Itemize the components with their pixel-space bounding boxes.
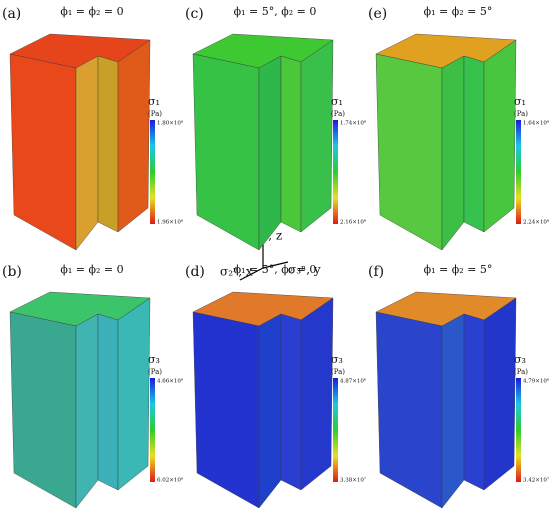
block-face — [483, 39, 517, 233]
block-face — [375, 53, 443, 251]
block-face — [258, 55, 282, 251]
block-face — [300, 39, 334, 233]
panel: (a) ϕ₁ = ϕ₂ = 0 σ₁ (Pa) 1.80×10⁸ 1.96×10⁸ — [2, 5, 184, 251]
block-face — [463, 313, 485, 491]
block-face — [463, 55, 485, 233]
block-face — [258, 313, 282, 509]
panel-title: ϕ₁ = ϕ₂ = 5° — [424, 5, 493, 18]
panel-label: (b) — [2, 264, 22, 280]
colorbar-symbol: σ₁ — [331, 95, 343, 108]
panel-title: ϕ₁ = ϕ₂ = 5° — [424, 263, 493, 276]
panel-label: (d) — [185, 264, 205, 280]
block-face — [441, 55, 465, 251]
axes-triad — [239, 242, 289, 281]
colorbar-unit: (Pa) — [148, 110, 162, 118]
colorbar — [150, 378, 155, 482]
block-face — [280, 55, 302, 233]
colorbar — [333, 120, 338, 224]
block-face — [9, 311, 77, 509]
colorbar-unit: (Pa) — [514, 368, 528, 376]
block-face — [117, 39, 151, 233]
colorbar-unit: (Pa) — [331, 110, 345, 118]
block-face — [117, 297, 151, 491]
block-face — [280, 313, 302, 491]
block-face — [375, 311, 443, 509]
colorbar-min: 1.96×10⁸ — [157, 219, 184, 226]
panel-label: (c) — [185, 6, 204, 22]
colorbar-unit: (Pa) — [331, 368, 345, 376]
colorbar-min: 2.24×10⁸ — [523, 219, 550, 226]
colorbar-min: 3.42×10⁷ — [523, 477, 550, 484]
colorbar-min: 3.38×10⁷ — [340, 477, 367, 484]
axis-x-label: σ₂ⁿ, x — [220, 265, 253, 279]
colorbar-max: 1.80×10⁸ — [157, 120, 184, 127]
block-face — [75, 313, 99, 509]
colorbar-min: 6.02×10⁶ — [157, 477, 184, 484]
panel-title: ϕ₁ = 5°, ϕ₂ = 0 — [234, 263, 317, 276]
panel-title: ϕ₁ = 5°, ϕ₂ = 0 — [234, 5, 317, 18]
block-face — [192, 311, 260, 509]
block-face — [483, 297, 517, 491]
colorbar — [333, 378, 338, 482]
block-face — [300, 297, 334, 491]
panel-label: (a) — [2, 6, 21, 22]
panel-label: (e) — [368, 6, 387, 22]
colorbar-symbol: σ₃ — [148, 353, 160, 366]
block-face — [97, 55, 119, 233]
colorbar-max: 4.87×10⁶ — [340, 378, 367, 385]
panel-label: (f) — [368, 264, 384, 280]
block-face — [97, 313, 119, 491]
colorbar-max: 1.74×10⁸ — [340, 120, 367, 127]
panel: (c) ϕ₁ = 5°, ϕ₂ = 0 σ₁ (Pa) 1.74×10⁸ 2.16×10⁸ — [185, 5, 367, 251]
colorbar-min: 2.16×10⁸ — [340, 219, 367, 226]
colorbar-max: 4.66×10⁶ — [157, 378, 184, 385]
colorbar — [516, 120, 521, 224]
colorbar — [150, 120, 155, 224]
panel: (f) ϕ₁ = ϕ₂ = 5° σ₃ (Pa) 4.79×10⁶ 3.42×10⁷ — [368, 263, 550, 509]
colorbar-symbol: σ₁ — [148, 95, 160, 108]
block-face — [192, 53, 260, 251]
block-face — [9, 53, 77, 251]
colorbar-unit: (Pa) — [514, 110, 528, 118]
block-face — [75, 55, 99, 251]
colorbar-max: 4.79×10⁶ — [523, 378, 550, 385]
panel: (e) ϕ₁ = ϕ₂ = 5° σ₁ (Pa) 1.64×10⁸ 2.24×10⁸ — [368, 5, 550, 251]
panel-title: ϕ₁ = ϕ₂ = 0 — [60, 263, 123, 276]
panel-title: ϕ₁ = ϕ₂ = 0 — [60, 5, 123, 18]
axis-y-label: σ₃ⁿ, y — [288, 263, 321, 277]
colorbar — [516, 378, 521, 482]
colorbar-unit: (Pa) — [148, 368, 162, 376]
colorbar-symbol: σ₃ — [514, 353, 526, 366]
block-face — [441, 313, 465, 509]
panel: (d) ϕ₁ = 5°, ϕ₂ = 0 σ₃ (Pa) 4.87×10⁶ 3.38×10⁷ — [185, 263, 367, 509]
colorbar-symbol: σ₁ — [514, 95, 526, 108]
colorbar-max: 1.64×10⁸ — [523, 120, 550, 127]
panel: (b) ϕ₁ = ϕ₂ = 0 σ₃ (Pa) 4.66×10⁶ 6.02×10⁶ — [2, 263, 184, 509]
colorbar-symbol: σ₃ — [331, 353, 343, 366]
